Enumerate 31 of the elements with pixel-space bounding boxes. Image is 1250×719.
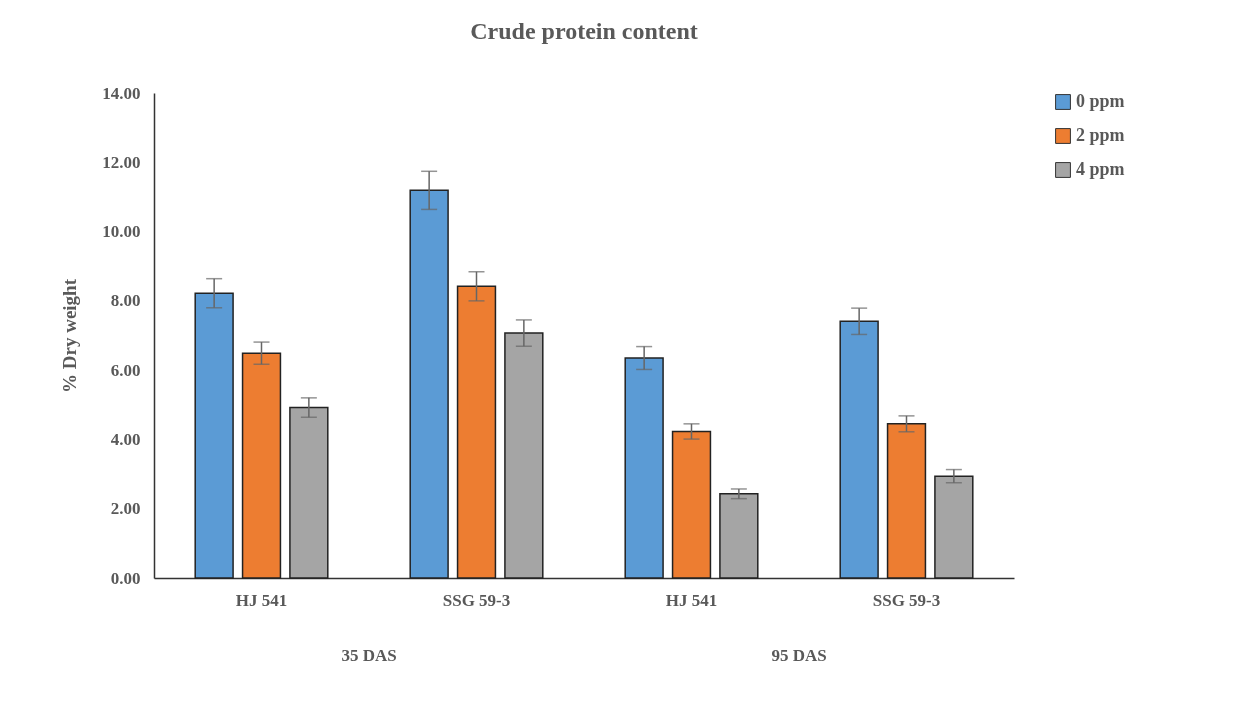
chart-title: Crude protein content bbox=[470, 18, 698, 44]
legend-label: 4 ppm bbox=[1076, 159, 1125, 179]
bar bbox=[839, 320, 879, 579]
y-tick-label: 4.00 bbox=[110, 429, 141, 449]
bar bbox=[194, 292, 234, 579]
bar bbox=[624, 357, 664, 579]
bar bbox=[671, 430, 712, 579]
bar bbox=[409, 189, 449, 579]
x-tick-label: SSG 59-3 bbox=[872, 590, 941, 610]
bar bbox=[456, 285, 497, 579]
bar bbox=[504, 332, 544, 579]
text: 95 DAS bbox=[771, 646, 827, 665]
x-tick-label: SSG 59-3 bbox=[442, 590, 511, 610]
y-tick-label: 14.00 bbox=[102, 83, 141, 103]
y-tick-label: 0.00 bbox=[110, 568, 141, 588]
legend-label: 2 ppm bbox=[1076, 125, 1125, 145]
y-tick-label: 2.00 bbox=[110, 499, 141, 519]
bar bbox=[934, 475, 974, 579]
y-axis-title: % Dry weight bbox=[59, 278, 81, 393]
bar bbox=[719, 493, 759, 579]
bar bbox=[886, 423, 927, 579]
legend-label: 0 ppm bbox=[1076, 91, 1125, 111]
y-tick-label: 8.00 bbox=[110, 291, 141, 311]
x-tick-label: HJ 541 bbox=[235, 590, 288, 610]
bar bbox=[289, 406, 329, 579]
y-tick-label: 12.00 bbox=[102, 152, 141, 172]
text: 35 DAS bbox=[341, 646, 397, 665]
bar bbox=[241, 352, 282, 579]
x-tick-label: HJ 541 bbox=[665, 590, 718, 610]
y-tick-label: 6.00 bbox=[110, 360, 141, 380]
y-tick-label: 10.00 bbox=[102, 222, 141, 242]
